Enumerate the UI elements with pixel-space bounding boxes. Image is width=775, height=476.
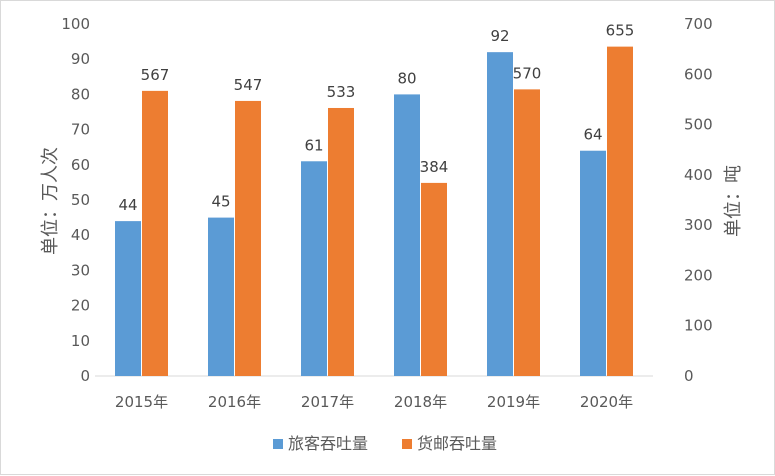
legend-swatch-cargo	[402, 439, 412, 449]
data-label-passenger: 45	[211, 193, 230, 211]
data-label-cargo: 570	[513, 64, 542, 82]
legend-label-cargo: 货邮吞吐量	[417, 434, 497, 453]
right-tick-label: 700	[684, 15, 713, 33]
x-tick-label: 2015年	[115, 393, 168, 411]
left-tick-label: 100	[61, 15, 90, 33]
bar-cargo	[328, 107, 354, 376]
left-tick-label: 40	[71, 226, 90, 244]
data-label-passenger: 92	[490, 27, 509, 45]
right-tick-label: 300	[684, 216, 713, 234]
x-tick-label: 2020年	[580, 393, 633, 411]
bar-cargo	[421, 182, 447, 376]
data-label-passenger: 64	[583, 126, 602, 144]
right-tick-label: 600	[684, 65, 713, 83]
data-label-cargo: 655	[606, 22, 635, 40]
left-tick-label: 60	[71, 156, 90, 174]
bar-cargo	[514, 89, 540, 376]
right-tick-label: 400	[684, 166, 713, 184]
right-tick-label: 200	[684, 266, 713, 284]
right-tick-label: 500	[684, 116, 713, 134]
right-tick-label: 100	[684, 317, 713, 335]
data-label-passenger: 44	[118, 196, 137, 214]
left-tick-label: 30	[71, 261, 90, 279]
left-y-axis: 0 10 20 30 40 50 60 70 80 90 100	[61, 15, 90, 385]
data-label-cargo: 567	[141, 66, 170, 84]
legend-label-passenger: 旅客吞吐量	[288, 434, 368, 453]
left-axis-title: 单位：万人次	[40, 147, 61, 255]
left-tick-label: 20	[71, 297, 90, 315]
bar-passenger	[394, 94, 420, 377]
x-axis-categories: 2015年 2016年 2017年 2018年 2019年 2020年	[115, 393, 633, 411]
x-tick-label: 2018年	[394, 393, 447, 411]
data-labels-group: 44 567 45 547 61 533 80 384 92 570 64 655	[118, 22, 634, 214]
data-label-cargo: 547	[234, 76, 263, 94]
bar-passenger	[208, 217, 234, 376]
data-label-cargo: 384	[420, 158, 449, 176]
bar-cargo	[142, 90, 168, 376]
legend-swatch-passenger	[273, 439, 283, 449]
data-label-passenger: 80	[397, 69, 416, 87]
x-tick-label: 2016年	[208, 393, 261, 411]
right-axis-title: 单位：吨	[723, 165, 744, 237]
right-y-axis: 0 100 200 300 400 500 600 700	[684, 15, 713, 385]
left-tick-label: 70	[71, 121, 90, 139]
bar-passenger	[301, 161, 327, 376]
left-tick-label: 80	[71, 85, 90, 103]
right-tick-label: 0	[684, 367, 694, 385]
x-tick-label: 2017年	[301, 393, 354, 411]
left-tick-label: 0	[80, 367, 90, 385]
legend: 旅客吞吐量 货邮吞吐量	[273, 434, 497, 453]
left-tick-label: 10	[71, 332, 90, 350]
bar-passenger	[487, 52, 513, 376]
bar-passenger	[580, 150, 606, 376]
left-tick-label: 90	[71, 50, 90, 68]
data-label-cargo: 533	[327, 83, 356, 101]
bar-cargo	[607, 46, 633, 376]
bar-passenger	[115, 221, 141, 376]
bars-group	[115, 46, 633, 377]
x-tick-label: 2019年	[487, 393, 540, 411]
bar-cargo	[235, 100, 261, 377]
left-tick-label: 50	[71, 191, 90, 209]
data-label-passenger: 61	[304, 136, 323, 154]
